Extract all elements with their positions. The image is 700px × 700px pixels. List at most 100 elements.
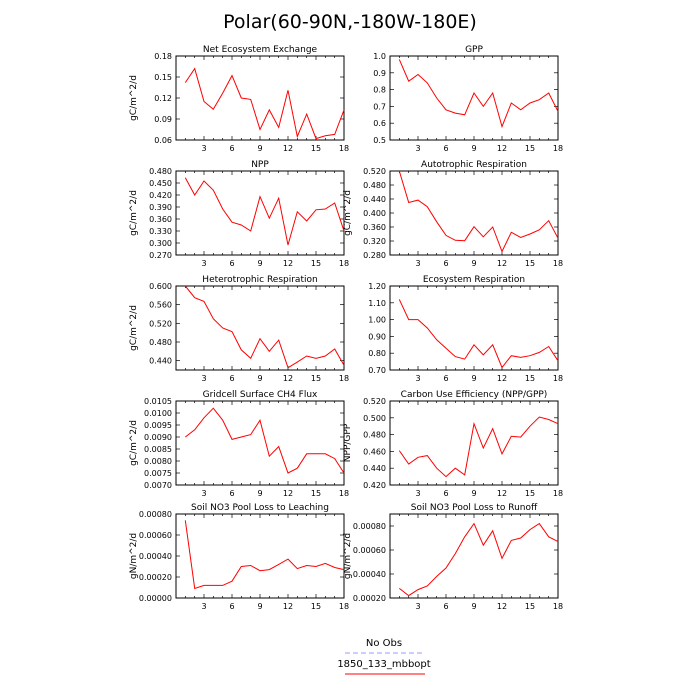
y-tick-label: 0.0100 (144, 409, 172, 418)
x-tick-label: 3 (415, 144, 420, 153)
x-tick-label: 3 (201, 144, 206, 153)
y-axis-label: gN/m^2/d (343, 533, 353, 579)
chart-title: Carbon Use Efficiency (NPP/GPP) (401, 390, 548, 400)
x-tick-label: 12 (283, 602, 293, 611)
x-tick-label: 9 (257, 374, 262, 383)
x-tick-label: 18 (553, 259, 563, 268)
y-tick-label: 0.480 (149, 338, 172, 347)
x-tick-label: 12 (497, 259, 507, 268)
y-tick-label: 0.5 (373, 136, 386, 145)
series-line (184, 520, 345, 590)
y-tick-label: 1.00 (368, 316, 386, 325)
x-tick-label: 6 (443, 489, 448, 498)
chart-title: GPP (465, 45, 483, 55)
x-tick-label: 15 (311, 259, 321, 268)
x-tick-label: 12 (497, 144, 507, 153)
plot-frame (389, 400, 559, 486)
x-tick-label: 12 (497, 374, 507, 383)
x-tick-label: 15 (525, 144, 535, 153)
y-tick-label: 0.460 (363, 447, 386, 456)
chart-panel-2: GPP 3 6 9 12 15 18 0.5 0.6 0.7 0.8 0.9 1.0 (373, 45, 563, 153)
series-line (184, 177, 345, 246)
chart-panel-1: Net Ecosystem Exchange gC/m^2/d 3 6 9 12 15 18 0… (129, 45, 349, 153)
y-tick-label: 0.80 (368, 349, 386, 358)
chart-panel-5: Heterotrophic Respiration gC/m^2/d 3 6 9 12 15… (129, 275, 349, 383)
x-tick-label: 9 (257, 489, 262, 498)
plot-frame (175, 400, 345, 486)
y-tick-label: 0.440 (149, 357, 172, 366)
y-tick-label: 0.280 (363, 251, 386, 260)
x-tick-label: 18 (339, 259, 349, 268)
y-tick-label: 0.270 (149, 251, 172, 260)
legend-label-model: 1850_133_mbbopt (337, 659, 430, 670)
x-tick-label: 15 (525, 259, 535, 268)
x-tick-label: 3 (415, 374, 420, 383)
figure-title: Polar(60-90N,-180W-180E) (223, 11, 477, 33)
x-tick-label: 12 (497, 489, 507, 498)
y-tick-label: 0.00080 (139, 510, 172, 519)
y-axis-label: gC/m^2/d (129, 75, 139, 121)
x-tick-label: 6 (229, 144, 234, 153)
y-tick-label: 0.00000 (139, 594, 172, 603)
x-tick-label: 18 (339, 144, 349, 153)
x-tick-label: 9 (257, 602, 262, 611)
y-tick-label: 0.480 (363, 431, 386, 440)
y-axis-label: gC/m^2/d (129, 420, 139, 466)
y-tick-label: 0.320 (363, 237, 386, 246)
y-tick-label: 0.00020 (139, 573, 172, 582)
y-tick-label: 0.06 (154, 136, 172, 145)
series-line (184, 407, 345, 474)
y-tick-label: 0.0085 (144, 445, 172, 454)
x-tick-label: 9 (471, 602, 476, 611)
chart-title: Soil NO3 Pool Loss to Runoff (411, 503, 538, 513)
x-tick-label: 3 (201, 489, 206, 498)
x-tick-label: 3 (415, 259, 420, 268)
chart-panel-7: Gridcell Surface CH4 Flux gC/m^2/d 3 6 9 12 15… (129, 390, 349, 498)
plot-frame (175, 170, 345, 256)
y-tick-label: 0.480 (363, 181, 386, 190)
x-tick-label: 18 (553, 374, 563, 383)
y-tick-label: 0.18 (154, 52, 172, 61)
x-tick-label: 6 (229, 259, 234, 268)
x-tick-label: 18 (553, 489, 563, 498)
y-tick-label: 0.360 (149, 215, 172, 224)
x-tick-label: 9 (257, 144, 262, 153)
y-tick-label: 0.7 (373, 102, 386, 111)
x-tick-label: 3 (201, 602, 206, 611)
y-tick-label: 0.09 (154, 115, 172, 124)
series-line (398, 522, 559, 597)
y-tick-label: 0.420 (149, 191, 172, 200)
panel-grid: Net Ecosystem Exchange gC/m^2/d 3 6 9 12 15 18 0… (129, 45, 563, 611)
y-tick-label: 0.390 (149, 203, 172, 212)
legend-label-obs: No Obs (366, 638, 402, 649)
x-tick-label: 15 (311, 602, 321, 611)
chart-title: Gridcell Surface CH4 Flux (203, 390, 318, 400)
x-tick-label: 15 (525, 374, 535, 383)
series-line (184, 285, 345, 369)
y-tick-label: 0.15 (154, 73, 172, 82)
y-tick-label: 0.360 (363, 223, 386, 232)
chart-panel-9: Soil NO3 Pool Loss to Leaching gN/m^2/d 3 6… (129, 503, 349, 611)
x-tick-label: 12 (497, 602, 507, 611)
x-tick-label: 15 (525, 602, 535, 611)
x-tick-label: 6 (443, 259, 448, 268)
series-line (398, 299, 559, 369)
y-tick-label: 0.480 (149, 167, 172, 176)
chart-panel-6: Ecosystem Respiration 3 6 9 12 15 18 0.70 0.80 0.… (368, 275, 563, 383)
x-tick-label: 12 (283, 374, 293, 383)
y-axis-label: gC/m^2/d (343, 190, 353, 236)
y-tick-label: 1.10 (368, 299, 386, 308)
y-tick-label: 0.00020 (353, 594, 386, 603)
y-tick-label: 0.0070 (144, 481, 172, 490)
x-tick-label: 6 (443, 144, 448, 153)
chart-panel-3: NPP gC/m^2/d 3 6 9 12 15 18 0.270 0.300 0.330 0.360… (129, 160, 349, 268)
y-tick-label: 0.0080 (144, 457, 172, 466)
plot-frame (389, 170, 559, 256)
y-tick-label: 0.0095 (144, 421, 172, 430)
y-axis-label: gN/m^2/d (129, 533, 139, 579)
y-tick-label: 0.9 (373, 69, 386, 78)
x-tick-label: 6 (229, 374, 234, 383)
plot-frame (389, 285, 559, 371)
y-tick-label: 0.440 (363, 195, 386, 204)
y-tick-label: 0.00080 (353, 522, 386, 531)
